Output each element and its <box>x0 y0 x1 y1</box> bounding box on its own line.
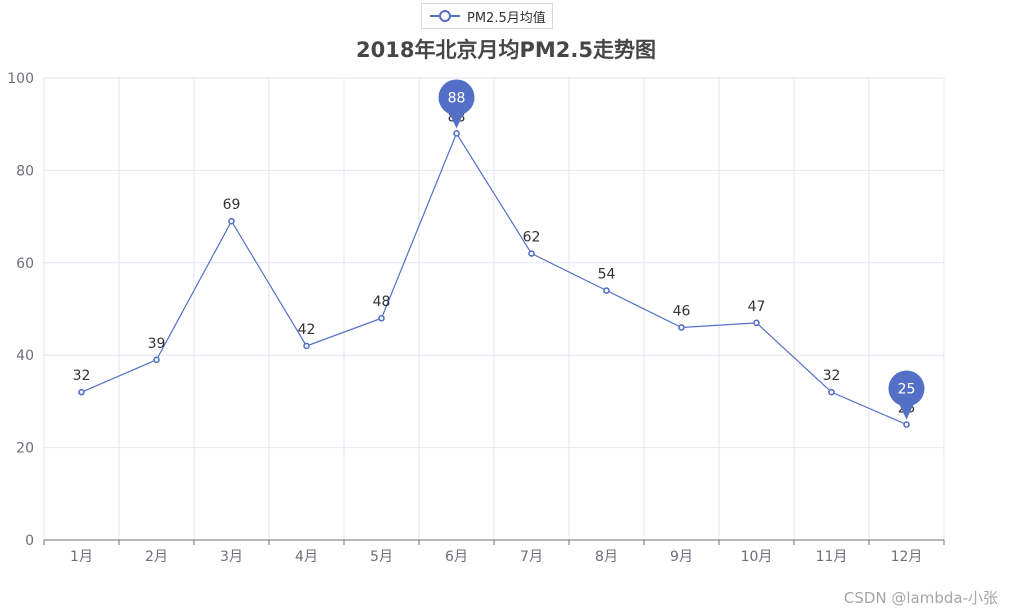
chart-title: 2018年北京月均PM2.5走势图 <box>356 38 656 62</box>
data-point <box>678 324 685 331</box>
mark-points: 88 25 <box>438 79 925 420</box>
data-point <box>453 130 460 137</box>
legend[interactable]: PM2.5月均值 <box>421 3 553 29</box>
y-tick-label: 100 <box>7 71 34 87</box>
min-markpoint-pin: 25 <box>888 370 925 420</box>
data-label: 47 <box>748 299 766 315</box>
data-label: 42 <box>298 322 316 338</box>
pin-label: 25 <box>898 382 916 398</box>
data-point <box>303 342 310 350</box>
data-label: 69 <box>223 197 241 213</box>
data-point <box>153 356 160 364</box>
series-pm25 <box>78 130 910 428</box>
x-tick-label: 10月 <box>741 549 773 565</box>
series-line <box>81 132 907 426</box>
legend-line-icon <box>430 10 460 22</box>
max-markpoint-pin: 88 <box>438 79 475 129</box>
x-tick-label: 6月 <box>445 549 468 565</box>
y-tick-label: 60 <box>16 256 34 272</box>
data-point <box>528 250 535 257</box>
x-tick-label: 11月 <box>816 549 848 565</box>
data-label: 62 <box>523 230 541 246</box>
axes: 0 20 40 60 80 100 1月 2月 3月 4月 5月 6月 7月 8月 9月 10月 11月 12月 <box>7 71 945 565</box>
data-point <box>378 314 385 322</box>
data-point <box>603 287 610 294</box>
grid-lines <box>43 77 945 540</box>
x-tick-label: 8月 <box>595 549 618 565</box>
x-tick-label: 5月 <box>370 549 393 565</box>
data-label: 32 <box>823 368 841 384</box>
data-label: 32 <box>73 368 91 384</box>
x-tick-label: 3月 <box>220 549 243 565</box>
pin-tail <box>898 402 915 420</box>
pin-head <box>438 79 475 116</box>
y-tick-label: 20 <box>16 441 34 457</box>
data-point <box>753 319 760 327</box>
x-tick-label: 2月 <box>145 549 168 565</box>
data-point <box>228 217 235 225</box>
data-point <box>78 388 85 396</box>
data-point <box>903 421 910 428</box>
pin-tail <box>448 111 465 129</box>
pin-label: 88 <box>448 90 466 106</box>
data-label: 39 <box>148 336 166 352</box>
data-label: 54 <box>598 267 616 283</box>
y-tick-label: 40 <box>16 348 34 364</box>
data-label: 48 <box>373 294 391 310</box>
x-tick-label: 7月 <box>520 549 543 565</box>
y-tick-label: 0 <box>25 533 34 549</box>
legend-label: PM2.5月均值 <box>467 10 546 26</box>
x-tick-label: 12月 <box>891 549 923 565</box>
y-tick-label: 80 <box>16 163 34 179</box>
pin-head <box>888 370 925 407</box>
watermark: CSDN @lambda-小张 <box>843 589 998 607</box>
data-label: 46 <box>673 303 691 319</box>
data-point <box>828 388 835 396</box>
x-tick-label: 9月 <box>670 549 693 565</box>
x-tick-label: 1月 <box>70 549 93 565</box>
x-tick-label: 4月 <box>295 549 318 565</box>
